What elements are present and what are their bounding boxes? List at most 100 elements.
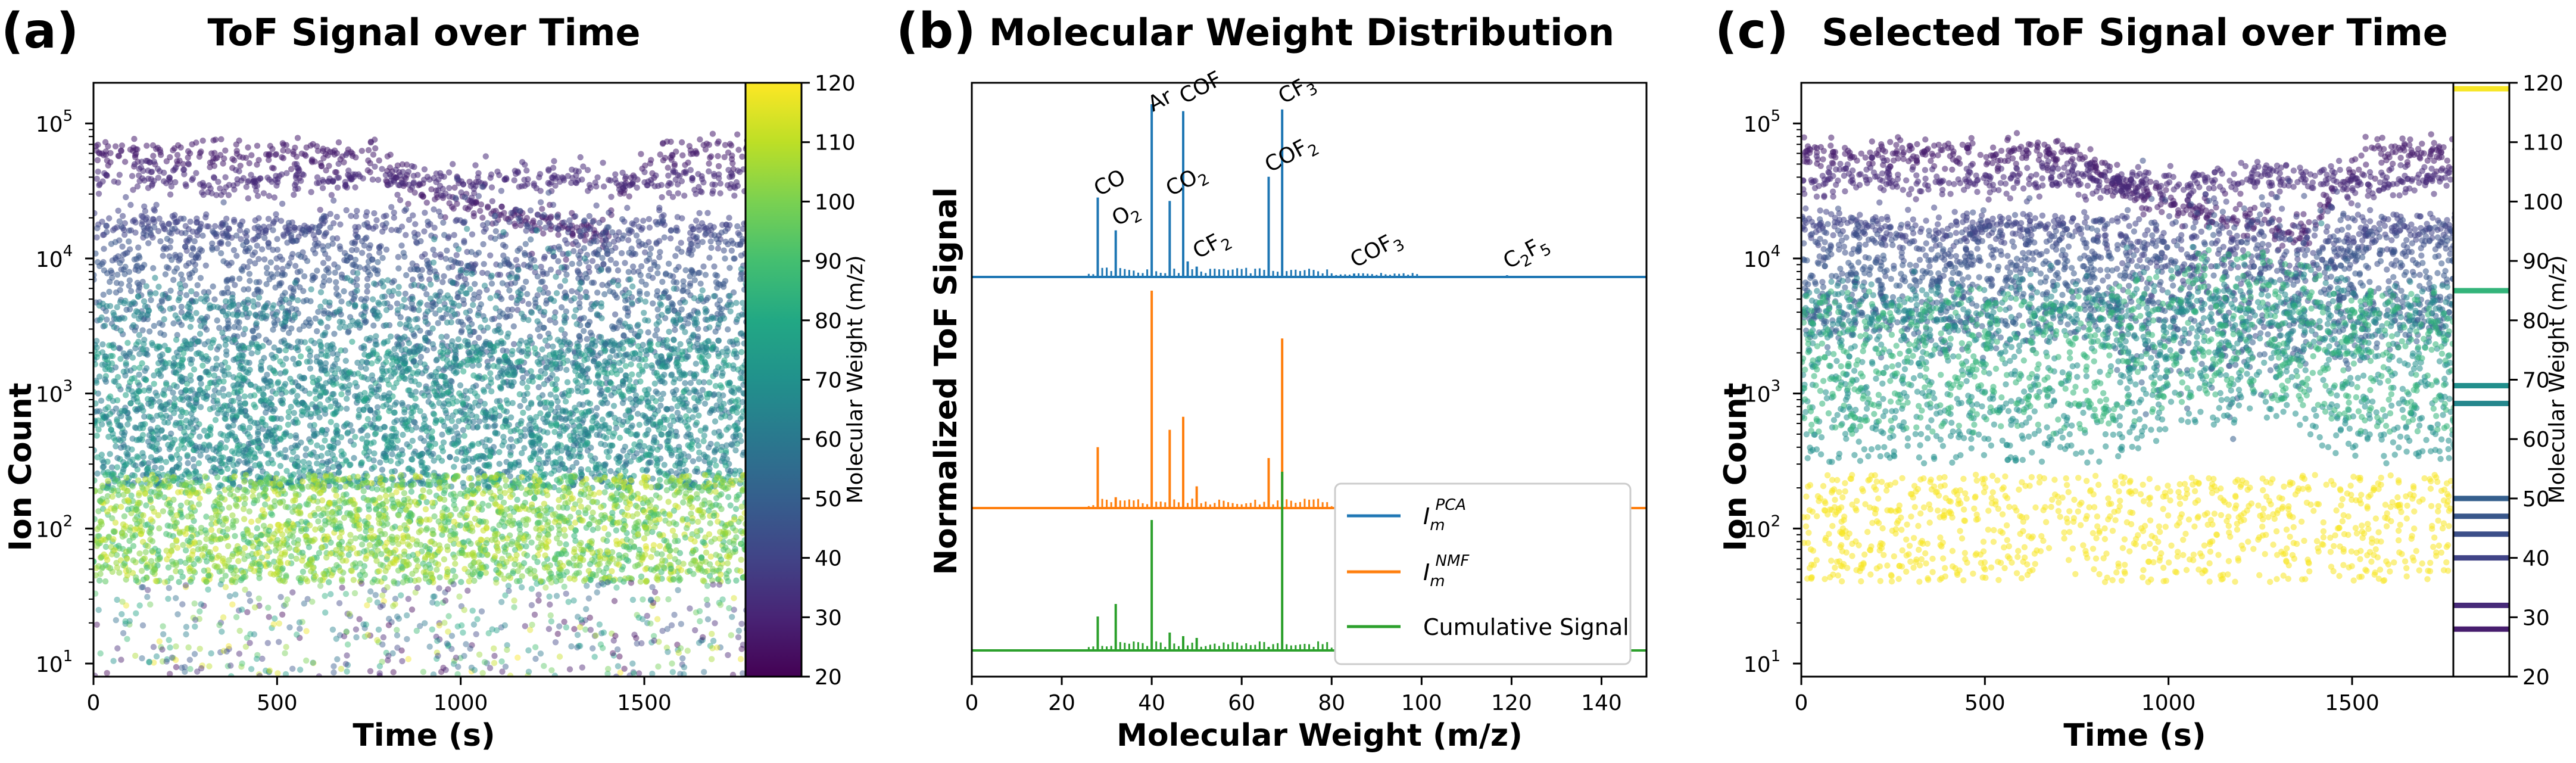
scatter-point <box>222 337 229 344</box>
scatter-point <box>342 347 348 354</box>
scatter-point <box>439 279 446 285</box>
scatter-point <box>680 278 687 285</box>
scatter-point <box>538 263 544 270</box>
scatter-point <box>255 157 262 163</box>
scatter-point <box>707 238 714 245</box>
scatter-point <box>230 247 238 254</box>
scatter-point <box>339 274 345 281</box>
scatter-point <box>204 223 210 230</box>
scatter-point <box>266 157 272 163</box>
scatter-point <box>555 404 562 411</box>
scatter-point <box>613 260 619 267</box>
scatter-point <box>193 170 199 176</box>
scatter-point <box>329 235 336 242</box>
scatter-point <box>659 194 665 201</box>
scatter-point <box>596 219 603 226</box>
scatter-point <box>532 264 539 270</box>
scatter-point <box>175 297 182 304</box>
scatter-point <box>126 246 133 253</box>
scatter-point <box>629 263 637 270</box>
scatter-point <box>202 214 209 221</box>
scatter-point <box>245 144 251 151</box>
scatter-point <box>333 309 340 315</box>
scatter-point <box>229 406 236 413</box>
scatter-point <box>373 430 379 437</box>
scatter-point <box>696 398 702 405</box>
scatter-point <box>373 387 380 393</box>
scatter-point <box>349 261 356 268</box>
scatter-point <box>394 300 401 307</box>
scatter-point <box>348 247 355 254</box>
scatter-point <box>383 322 389 329</box>
scatter-point <box>218 136 224 142</box>
scatter-point <box>102 308 110 314</box>
scatter-point <box>682 161 688 169</box>
scatter-point <box>337 221 344 228</box>
scatter-point <box>347 175 353 182</box>
scatter-point <box>439 431 445 438</box>
scatter-point <box>738 266 745 272</box>
scatter-point <box>461 219 468 225</box>
scatter-point <box>104 316 110 323</box>
scatter-point <box>626 182 633 189</box>
scatter-point <box>316 223 323 230</box>
scatter-point <box>425 263 432 270</box>
scatter-point <box>719 222 726 228</box>
scatter-point <box>442 256 449 262</box>
scatter-point <box>271 194 278 201</box>
scatter-point <box>489 316 495 323</box>
scatter-point <box>319 185 326 191</box>
scatter-point <box>654 221 660 228</box>
scatter-point <box>174 142 182 149</box>
scatter-point <box>338 298 345 305</box>
scatter-point <box>716 397 723 404</box>
scatter-point <box>403 272 410 279</box>
scatter-point <box>550 201 557 208</box>
scatter-point <box>449 279 456 286</box>
scatter-point <box>370 457 377 464</box>
scatter-point <box>273 255 280 262</box>
scatter-point <box>223 216 230 222</box>
scatter-point <box>600 183 607 190</box>
scatter-point <box>93 432 100 439</box>
scatter-point <box>477 207 484 214</box>
scatter-point <box>680 287 687 294</box>
scatter-point <box>352 257 359 263</box>
scatter-point <box>370 265 377 272</box>
scatter-point <box>401 334 408 340</box>
scatter-point <box>117 327 124 334</box>
scatter-point <box>706 160 712 167</box>
scatter-point <box>316 229 322 235</box>
scatter-point <box>105 143 111 150</box>
scatter-point <box>291 224 298 231</box>
scatter-point <box>607 177 614 184</box>
scatter-point <box>667 235 674 242</box>
scatter-point <box>326 277 333 284</box>
scatter-point <box>335 175 342 181</box>
scatter-point <box>399 303 406 310</box>
scatter-point <box>675 453 682 460</box>
scatter-point <box>661 234 668 241</box>
scatter-point <box>352 224 358 231</box>
scatter-point <box>516 347 522 353</box>
scatter-point <box>210 174 217 180</box>
scatter-point <box>715 245 722 252</box>
scatter-point <box>269 164 276 171</box>
scatter-point <box>180 166 187 173</box>
scatter-point <box>292 442 299 449</box>
scatter-point <box>104 157 110 164</box>
scatter-point <box>545 167 552 174</box>
scatter-point <box>509 263 515 270</box>
scatter-point <box>218 250 224 257</box>
scatter-point <box>654 270 661 276</box>
scatter-point <box>678 239 684 246</box>
scatter-point <box>291 314 298 321</box>
scatter-point <box>435 320 441 326</box>
scatter-point <box>203 326 210 333</box>
scatter-point <box>224 285 230 291</box>
scatter-point <box>185 148 192 155</box>
scatter-point <box>488 184 495 191</box>
scatter-point <box>311 340 318 347</box>
scatter-point <box>509 400 516 406</box>
scatter-point <box>575 269 582 276</box>
